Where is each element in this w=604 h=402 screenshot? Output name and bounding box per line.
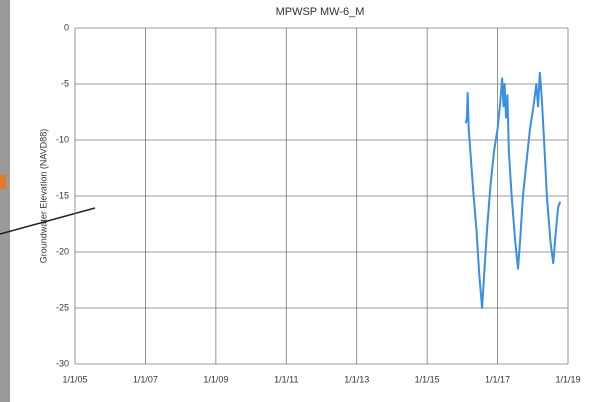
x-tick-label: 1/1/09 bbox=[203, 374, 228, 384]
y-tick-label: -10 bbox=[56, 134, 69, 144]
chart: MPWSP MW-6_M Groundwater Elevation (NAVD… bbox=[0, 0, 604, 402]
x-tick-label: 1/1/17 bbox=[485, 374, 510, 384]
x-tick-label: 1/1/15 bbox=[415, 374, 440, 384]
y-tick-label: -15 bbox=[56, 190, 69, 200]
x-tick-label: 1/1/19 bbox=[555, 374, 580, 384]
background-image-edge bbox=[0, 175, 6, 189]
y-tick-label: -20 bbox=[56, 246, 69, 256]
x-tick-label: 1/1/07 bbox=[133, 374, 158, 384]
x-tick-label: 1/1/05 bbox=[62, 374, 87, 384]
y-axis-label: Groundwater Elevation (NAVD88) bbox=[38, 129, 48, 263]
y-tick-label: -30 bbox=[56, 358, 69, 368]
x-tick-label: 1/1/11 bbox=[274, 374, 298, 384]
y-tick-label: -5 bbox=[61, 78, 69, 88]
x-tick-label: 1/1/13 bbox=[344, 374, 369, 384]
y-tick-label: -25 bbox=[56, 302, 69, 312]
background-image-edge bbox=[0, 0, 10, 402]
chart-title: MPWSP MW-6_M bbox=[276, 6, 365, 18]
y-tick-label: 0 bbox=[64, 22, 69, 32]
data-line bbox=[466, 73, 560, 308]
